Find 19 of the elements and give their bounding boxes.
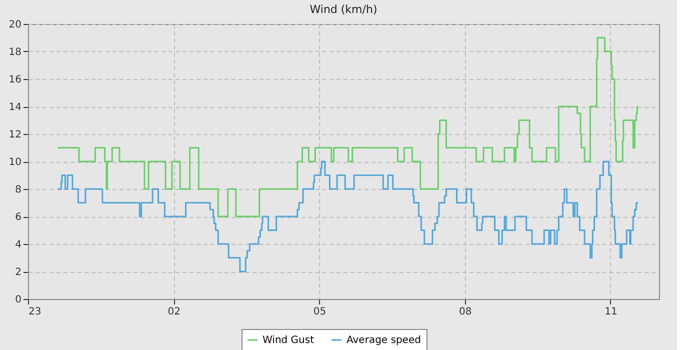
y-tick-label: 16 xyxy=(8,74,22,86)
x-tick-label: 05 xyxy=(313,306,326,318)
legend-label: Wind Gust xyxy=(262,335,314,346)
x-tick-label: 23 xyxy=(28,306,42,318)
chart-title: Wind (km/h) xyxy=(310,3,378,16)
y-tick-label: 14 xyxy=(8,102,22,113)
y-tick-label: 2 xyxy=(15,267,22,278)
x-tick-label: 02 xyxy=(168,306,180,318)
x-tick-label: 11 xyxy=(604,306,618,318)
y-tick-label: 4 xyxy=(15,240,22,250)
y-tick-label: 18 xyxy=(8,47,22,58)
y-tick-label: 8 xyxy=(15,184,22,196)
y-tick-label: 12 xyxy=(8,130,22,140)
y-tick-label: 10 xyxy=(8,157,22,168)
y-tick-label: 6 xyxy=(15,212,22,223)
y-tick-label: 0 xyxy=(15,294,22,306)
x-tick-label: 08 xyxy=(458,306,472,318)
legend-label: Average speed xyxy=(346,335,421,346)
y-tick-label: 20 xyxy=(8,20,22,30)
